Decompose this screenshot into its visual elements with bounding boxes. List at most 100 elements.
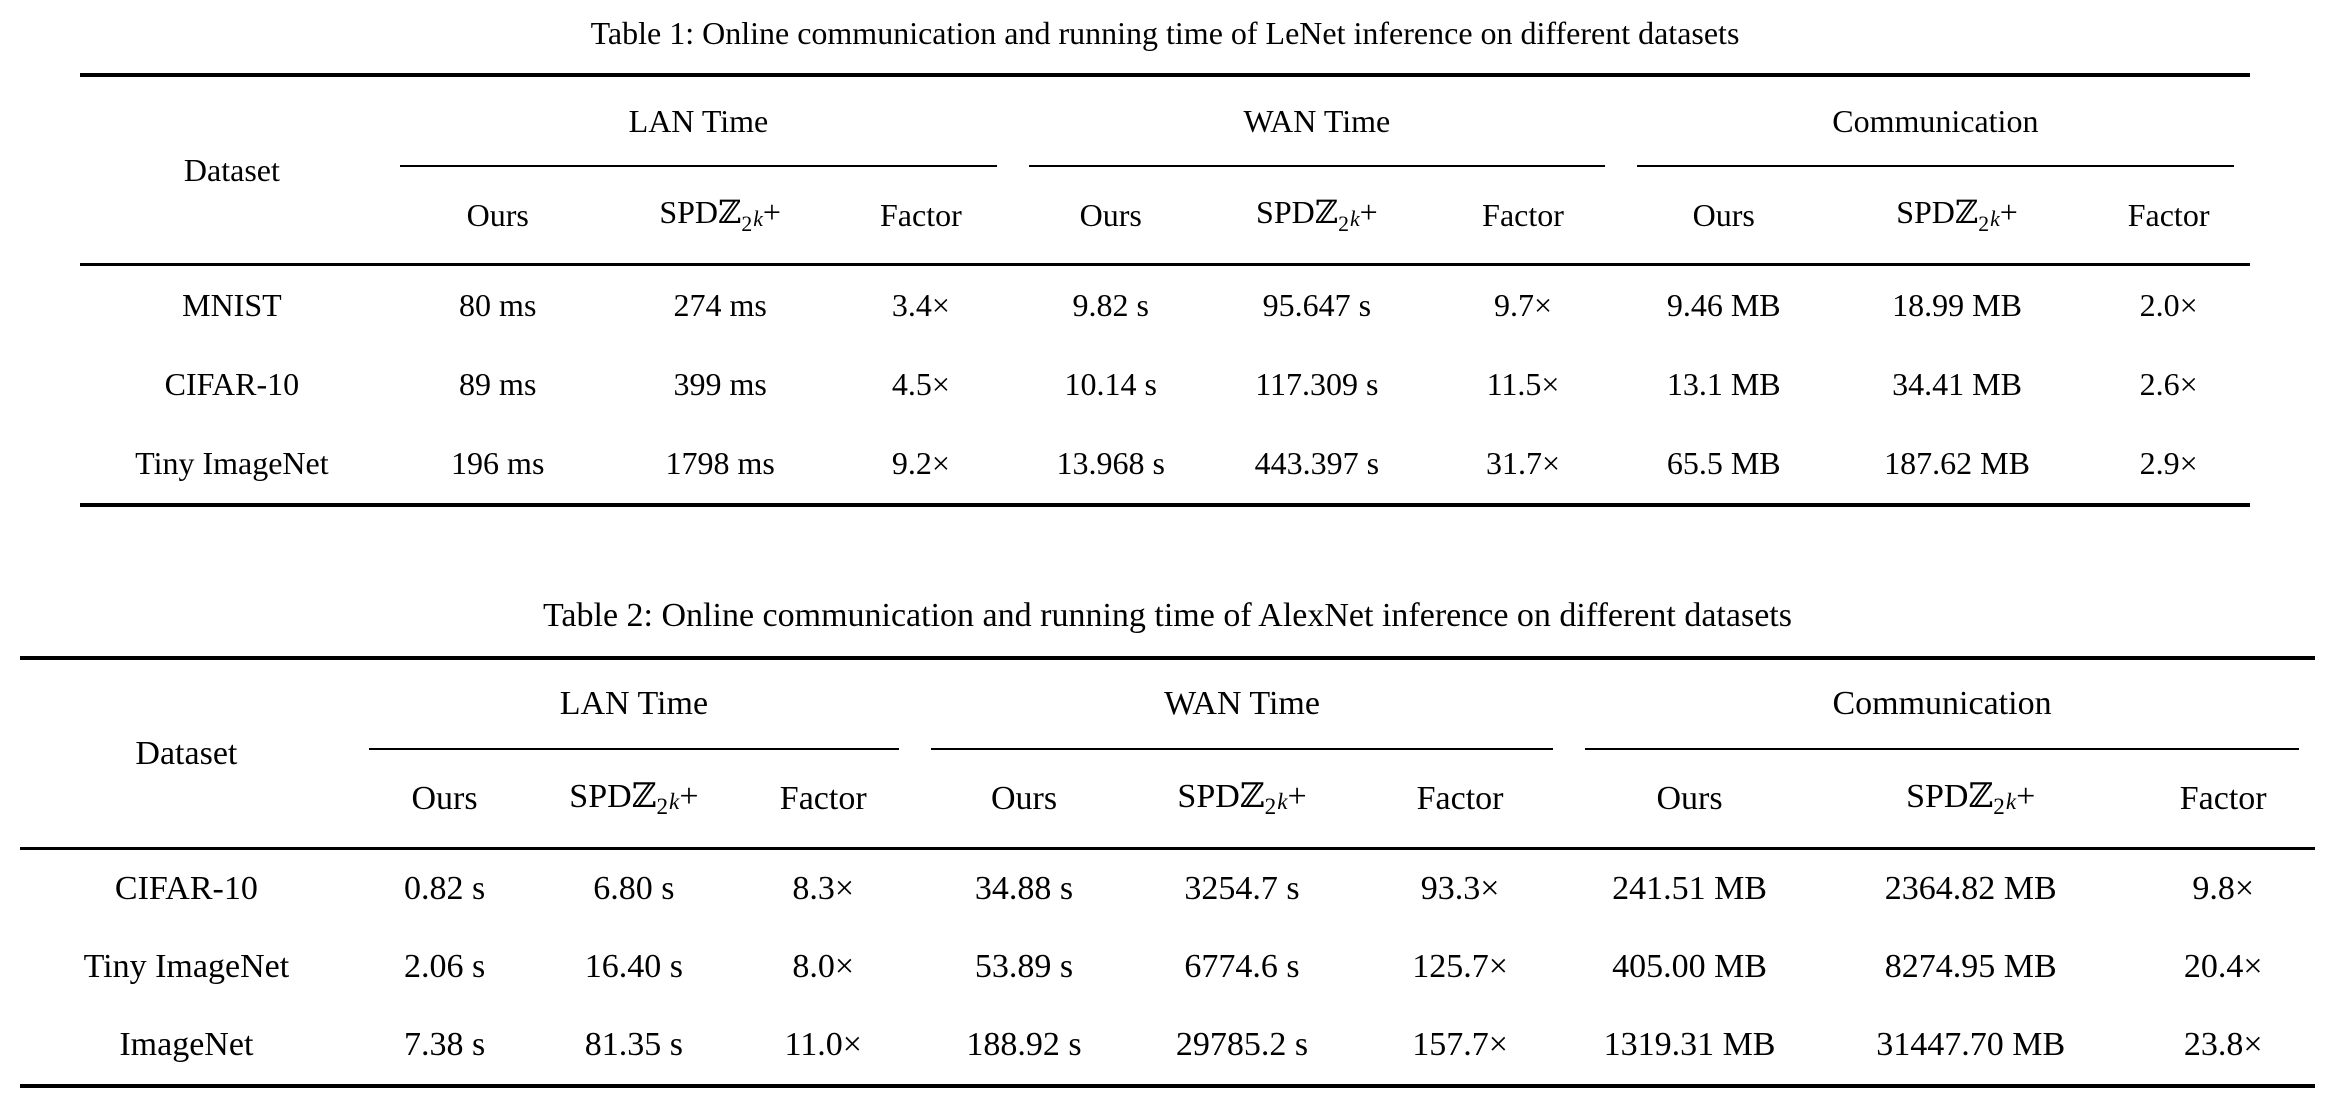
col-dataset: Dataset xyxy=(20,658,353,850)
value-cell: 11.0× xyxy=(784,1026,862,1063)
value-cell: 81.35 s xyxy=(584,1026,683,1063)
col-ours-comm: Ours xyxy=(1620,167,1827,266)
cmidrule-lan xyxy=(399,165,998,167)
table1-caption: Table 1: Online communication and runnin… xyxy=(590,15,1740,51)
value-cell: 9.8× xyxy=(2192,870,2254,907)
value-cell: 405.00 MB xyxy=(1612,948,1767,985)
table-row-cifar10: CIFAR-10 89 ms 399 ms 4.5× 10.14 s 117.3… xyxy=(80,345,2250,424)
subheader-row: Ours SPDℤ2k+ Factor Ours SPDℤ2k+ Factor … xyxy=(80,167,2250,266)
col-ours-comm: Ours xyxy=(1569,750,1811,850)
value-cell: 2.06 s xyxy=(403,948,486,985)
value-cell: 2.9× xyxy=(2139,445,2198,481)
value-cell: 2.6× xyxy=(2139,366,2198,402)
dataset-cell: MNIST xyxy=(182,287,282,323)
value-cell: 80 ms xyxy=(459,287,537,323)
cmidrule-lan xyxy=(368,748,900,750)
value-cell: 53.89 s xyxy=(974,948,1074,985)
col-spdz-comm: SPDℤ2k+ xyxy=(1826,167,2088,266)
group-lan-time: LAN Time xyxy=(559,685,709,722)
value-cell: 10.14 s xyxy=(1064,366,1157,402)
value-cell: 16.40 s xyxy=(584,948,683,985)
value-cell: 65.5 MB xyxy=(1666,445,1781,481)
spdz-label: SPDℤ2k+ xyxy=(1177,777,1307,821)
value-cell: 9.82 s xyxy=(1072,287,1149,323)
table1-grid: Dataset LAN Time WAN Time Communication … xyxy=(80,73,2250,507)
col-ours-wan: Ours xyxy=(1013,167,1209,266)
value-cell: 1798 ms xyxy=(665,445,775,481)
dataset-cell: ImageNet xyxy=(119,1026,254,1063)
value-cell: 188.92 s xyxy=(966,1026,1082,1063)
cmidrule-wan xyxy=(1029,165,1605,167)
group-communication: Communication xyxy=(1832,685,2052,722)
col-spdz-wan: SPDℤ2k+ xyxy=(1133,750,1352,850)
value-cell: 196 ms xyxy=(451,445,545,481)
value-cell: 399 ms xyxy=(673,366,767,402)
value-cell: 8.3× xyxy=(792,870,855,907)
value-cell: 7.38 s xyxy=(403,1026,486,1063)
group-header-row: Dataset LAN Time WAN Time Communication xyxy=(80,75,2250,266)
col-dataset: Dataset xyxy=(80,75,384,266)
value-cell: 274 ms xyxy=(673,287,767,323)
spdz-label: SPDℤ2k+ xyxy=(1906,777,2036,821)
dataset-cell: Tiny ImageNet xyxy=(135,445,329,481)
value-cell: 9.2× xyxy=(891,445,950,481)
value-cell: 93.3× xyxy=(1420,870,1500,907)
value-cell: 6774.6 s xyxy=(1184,948,1300,985)
value-cell: 4.5× xyxy=(891,366,950,402)
cmidrule-wan xyxy=(931,748,1554,750)
value-cell: 157.7× xyxy=(1412,1026,1508,1063)
value-cell: 9.46 MB xyxy=(1666,287,1781,323)
value-cell: 3.4× xyxy=(891,287,950,323)
spdz-label: SPDℤ2k+ xyxy=(569,777,699,821)
col-ours-wan: Ours xyxy=(915,750,1134,850)
table-row-tiny-imagenet: Tiny ImageNet 2.06 s 16.40 s 8.0× 53.89 … xyxy=(20,928,2315,1006)
group-communication: Communication xyxy=(1832,102,2039,139)
value-cell: 31.7× xyxy=(1486,445,1561,481)
value-cell: 20.4× xyxy=(2183,948,2263,985)
col-factor-wan: Factor xyxy=(1425,167,1621,266)
value-cell: 34.88 s xyxy=(974,870,1074,907)
col-factor-lan: Factor xyxy=(731,750,916,850)
value-cell: 443.397 s xyxy=(1254,445,1380,481)
table2-figure: Table 2: Online communication and runnin… xyxy=(20,593,2315,1088)
group-wan-time: WAN Time xyxy=(1243,102,1391,139)
value-cell: 95.647 s xyxy=(1262,287,1372,323)
col-spdz-wan: SPDℤ2k+ xyxy=(1208,167,1426,266)
value-cell: 117.309 s xyxy=(1255,366,1379,402)
value-cell: 13.968 s xyxy=(1056,445,1165,481)
value-cell: 9.7× xyxy=(1494,287,1553,323)
table-row-imagenet: ImageNet 7.38 s 81.35 s 11.0× 188.92 s 2… xyxy=(20,1006,2315,1086)
cmidrule-row xyxy=(80,165,2250,167)
col-factor-comm: Factor xyxy=(2131,750,2315,850)
value-cell: 1319.31 MB xyxy=(1603,1026,1776,1063)
table1-header: Dataset LAN Time WAN Time Communication … xyxy=(80,75,2250,266)
col-spdz-lan: SPDℤ2k+ xyxy=(536,750,732,850)
group-lan-time: LAN Time xyxy=(628,102,769,139)
value-cell: 187.62 MB xyxy=(1884,445,2030,481)
col-factor-lan: Factor xyxy=(828,167,1014,266)
value-cell: 2.0× xyxy=(2139,287,2198,323)
subheader-row: Ours SPDℤ2k+ Factor Ours SPDℤ2k+ Factor … xyxy=(20,750,2315,850)
value-cell: 11.5× xyxy=(1486,366,1560,402)
dataset-cell: CIFAR-10 xyxy=(164,366,300,402)
value-cell: 0.82 s xyxy=(403,870,486,907)
value-cell: 2364.82 MB xyxy=(1884,870,2057,907)
value-cell: 23.8× xyxy=(2183,1026,2263,1063)
group-header-row: Dataset LAN Time WAN Time Communication xyxy=(20,658,2315,850)
value-cell: 3254.7 s xyxy=(1184,870,1300,907)
col-factor-wan: Factor xyxy=(1351,750,1570,850)
value-cell: 241.51 MB xyxy=(1612,870,1767,907)
col-ours-lan: Ours xyxy=(352,750,537,850)
table2-header: Dataset LAN Time WAN Time Communication … xyxy=(20,658,2315,850)
value-cell: 18.99 MB xyxy=(1892,287,2022,323)
dataset-cell: Tiny ImageNet xyxy=(83,948,290,985)
value-cell: 34.41 MB xyxy=(1892,366,2022,402)
value-cell: 31447.70 MB xyxy=(1876,1026,2066,1063)
col-factor-comm: Factor xyxy=(2087,167,2250,266)
value-cell: 8.0× xyxy=(792,948,855,985)
spdz-label: SPDℤ2k+ xyxy=(659,194,781,236)
group-wan-time: WAN Time xyxy=(1164,685,1320,722)
cmidrule-comm xyxy=(1585,748,2299,750)
value-cell: 8274.95 MB xyxy=(1884,948,2057,985)
spdz-label: SPDℤ2k+ xyxy=(1896,194,2018,236)
